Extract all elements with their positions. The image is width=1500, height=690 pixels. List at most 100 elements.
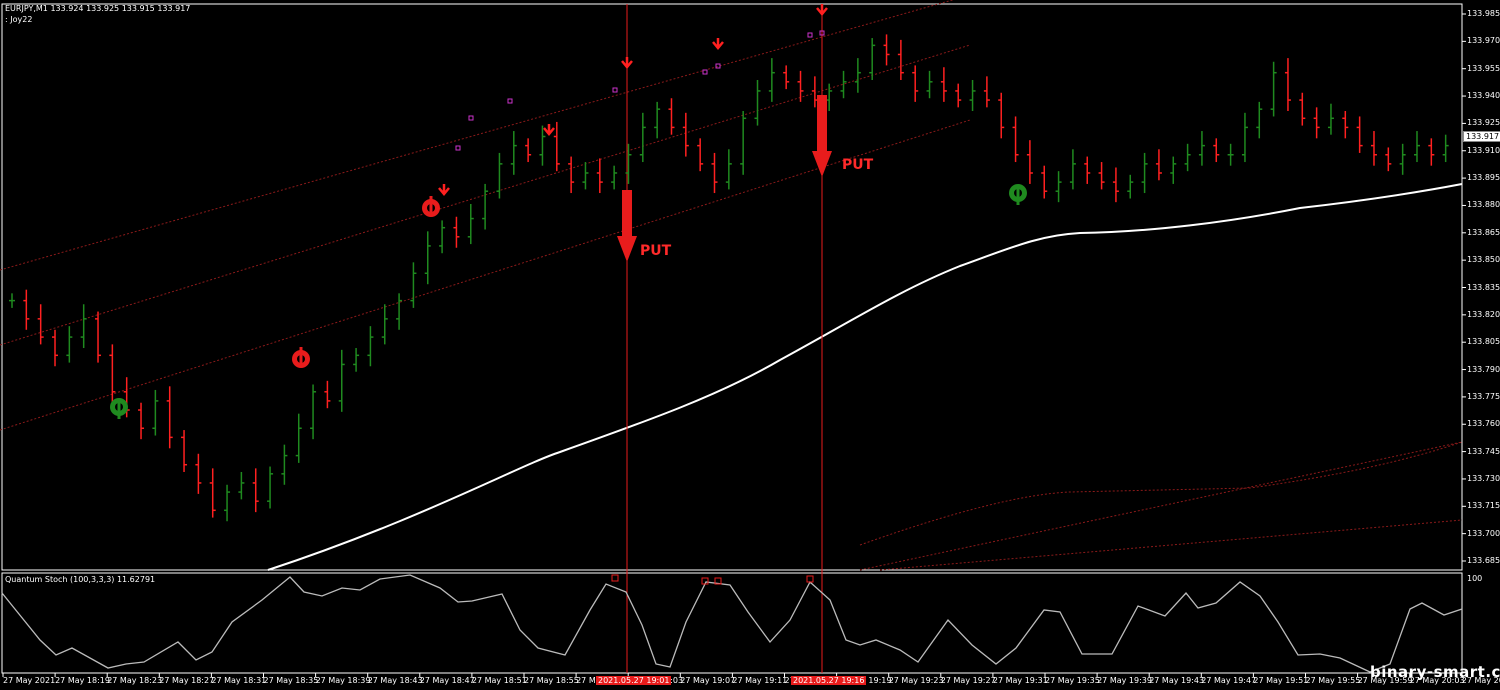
ohlc-bar	[1399, 143, 1406, 175]
stoch-signal-square-icon	[714, 577, 722, 585]
price-tick-label: 133.700	[1467, 528, 1500, 538]
time-tick-label: 27 May 18:27	[159, 676, 215, 685]
ohlc-bar	[639, 112, 646, 163]
price-tick-label: 133.775	[1467, 391, 1500, 401]
ohlc-bar	[1442, 134, 1449, 163]
ohlc-bar	[869, 38, 876, 80]
ohlc-bar	[783, 65, 790, 90]
time-tick-label: 27 May 18:31	[211, 676, 267, 685]
ohlc-bar	[252, 468, 259, 513]
time-tick-label: 27 May 18:35	[263, 676, 319, 685]
ohlc-bar	[797, 70, 804, 102]
ohlc-bar	[682, 112, 689, 157]
ohlc-bar	[811, 76, 818, 108]
ohlc-bar	[109, 344, 116, 403]
stoch-header: Quantum Stoch (100,3,3,3) 11.62791	[5, 575, 156, 584]
ohlc-bar	[439, 220, 446, 254]
ohlc-bar	[525, 138, 532, 163]
signal-square-icon	[702, 69, 708, 75]
put-signal-label: PUT	[842, 157, 874, 173]
put-arrow-icon	[617, 236, 637, 262]
ohlc-bar	[310, 384, 317, 440]
main-pane-frame	[1, 3, 1463, 571]
time-tick-label: 27 May 19:31	[992, 676, 1048, 685]
ohlc-bar	[940, 67, 947, 102]
ohlc-bar	[267, 466, 274, 509]
time-tick-label: 27 May 20:03	[1409, 676, 1465, 685]
signal-square-icon	[807, 32, 813, 38]
ohlc-bar	[955, 83, 962, 108]
time-tick-label: 27 May 18:47	[419, 676, 475, 685]
ohlc-bar	[568, 156, 575, 194]
indicator-name: : Joy22	[5, 15, 33, 24]
ohlc-bar	[1012, 116, 1019, 163]
stoch-top-label: 100	[1467, 574, 1483, 583]
ohlc-bar	[138, 402, 145, 440]
time-tick-label: 27 May 19:43	[1149, 676, 1205, 685]
ohlc-bar	[1428, 138, 1435, 166]
ohlc-bar	[1385, 147, 1392, 172]
price-tick-label: 133.940	[1467, 91, 1500, 101]
ohlc-bar	[998, 92, 1005, 139]
price-tick-label: 133.865	[1467, 227, 1500, 237]
time-tick-label: 27 May 18:55	[524, 676, 579, 685]
ohlc-bar	[166, 386, 173, 449]
ohlc-bar	[1413, 131, 1420, 163]
ohlc-bar	[826, 83, 833, 111]
ohlc-bar	[1284, 58, 1291, 111]
ohlc-bar	[496, 152, 503, 199]
ohlc-bar	[740, 110, 747, 175]
ohlc-bar	[37, 304, 44, 345]
ohlc-bar	[1270, 61, 1277, 117]
price-tick-label: 133.955	[1467, 63, 1500, 73]
price-tick-label: 133.850	[1467, 255, 1500, 265]
ohlc-bar	[353, 348, 360, 372]
time-tick-label: 27 May 19:51	[1253, 676, 1309, 685]
moving-average-line	[267, 183, 1463, 571]
signal-square-icon	[612, 87, 618, 93]
put-arrow-icon	[812, 151, 832, 177]
time-tick-label: 27 May 19:11	[732, 676, 788, 685]
current-price-label: 133.917	[1463, 131, 1500, 142]
ohlc-bar	[926, 70, 933, 99]
ohlc-bar	[625, 143, 632, 184]
time-tick-label: 27 May 19:07	[680, 676, 736, 685]
put-signal-label: PUT	[640, 243, 672, 259]
time-tick-label: 27 May 18:39	[315, 676, 371, 685]
down-arrow-icon	[543, 124, 555, 136]
ohlc-bar	[181, 430, 188, 473]
put-arrow-icon	[817, 95, 827, 153]
time-tick-label: 27 May 18:23	[107, 676, 163, 685]
time-tick-label: 27 May 19:47	[1201, 676, 1257, 685]
price-tick-label: 133.985	[1467, 9, 1500, 18]
ohlc-bar	[152, 389, 159, 436]
stoch-signal-square-icon	[611, 574, 619, 582]
ohlc-bar	[453, 216, 460, 248]
ohlc-bar	[482, 183, 489, 230]
ohlc-bar	[238, 472, 245, 500]
ohlc-bar	[1069, 149, 1076, 190]
time-tick-label: 27 May 20:07	[1461, 676, 1500, 685]
ohlc-bar	[424, 231, 431, 285]
ohlc-bar	[1241, 112, 1248, 163]
ohlc-bar	[711, 152, 718, 194]
ohlc-bar	[1299, 92, 1306, 126]
channel-line	[859, 441, 1463, 571]
ohlc-bar	[611, 165, 618, 190]
ohlc-bar	[754, 79, 761, 126]
price-tick-label: 133.970	[1467, 36, 1500, 46]
ohlc-bar	[1141, 152, 1148, 194]
price-tick-label: 133.835	[1467, 282, 1500, 292]
price-tick-label: 133.715	[1467, 501, 1500, 511]
ohlc-bar	[983, 76, 990, 108]
ohlc-bar	[1127, 174, 1134, 199]
ohlc-bar	[1227, 143, 1234, 166]
stoch-signal-square-icon	[806, 575, 814, 583]
ohlc-bar	[281, 444, 288, 485]
time-tick-label: 27 May 2021	[3, 676, 56, 685]
time-tick-label: 27 May 19:55	[1305, 676, 1361, 685]
time-tick-label: 27 May 19:27	[940, 676, 996, 685]
ohlc-bar	[539, 125, 546, 166]
down-arrow-icon	[621, 57, 633, 69]
